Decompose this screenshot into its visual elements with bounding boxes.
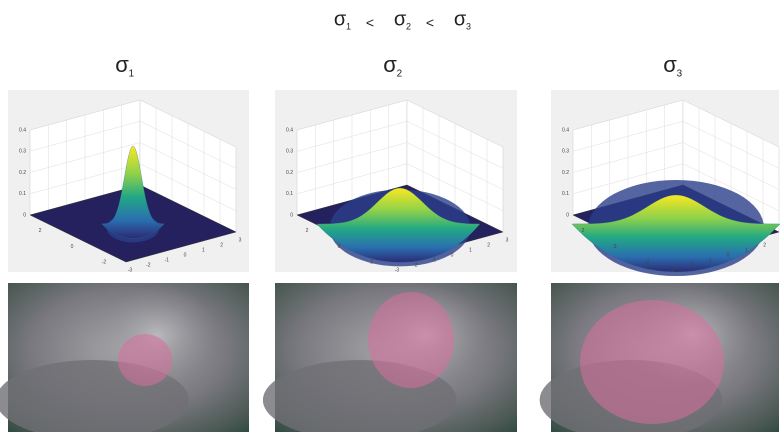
x-tick-label: 0 — [184, 252, 187, 258]
x-tick-label: -2 — [413, 262, 418, 268]
x-tick-label: 1 — [202, 247, 205, 253]
panel-label-symbol: σ — [383, 52, 397, 77]
title-term-subscript: 3 — [466, 21, 471, 31]
x-tick-label: -1 — [707, 257, 712, 263]
y-tick-label: 2 — [39, 228, 42, 234]
z-tick-label: 0.1 — [19, 191, 26, 197]
x-tick-label: -1 — [431, 257, 436, 263]
z-tick-label: 0.2 — [19, 170, 26, 176]
panel-label-subscript: 1 — [129, 68, 135, 79]
x-tick-label: 2 — [763, 242, 766, 248]
z-tick-label: 0.3 — [562, 149, 569, 155]
z-tick-label: 0 — [566, 212, 569, 218]
x-tick-label: 0 — [451, 252, 454, 258]
y-tick-label: 0 — [71, 244, 74, 250]
x-tick-label: 1 — [745, 247, 748, 253]
y-tick-label: 0 — [614, 244, 617, 250]
x-tick-label: -2 — [146, 262, 151, 268]
title-term-subscript: 1 — [346, 21, 351, 31]
gaussian-footprint — [118, 334, 172, 386]
title-relation: < — [426, 15, 434, 31]
y-tick-label: 0 — [338, 244, 341, 250]
z-tick-label: 0.4 — [19, 127, 26, 133]
z-tick-label: 0.3 — [19, 149, 26, 155]
title-term-subscript: 2 — [406, 21, 411, 31]
surface-plot: 0 0.1 0.2 0.3 0.4 -3 -2 -1 0 1 2 3 2 0 -2 — [275, 90, 517, 273]
gaussian-surface — [571, 194, 781, 273]
y-tick-label: -2 — [645, 259, 650, 265]
x-tick-label: -1 — [164, 257, 169, 263]
z-tick-label: 0.4 — [286, 127, 293, 133]
title-relation: < — [366, 15, 374, 31]
y-tick-label: 2 — [306, 228, 309, 234]
title-term-symbol: σ — [394, 8, 407, 30]
z-tick-label: 0.1 — [286, 191, 293, 197]
x-tick-label: 2 — [220, 242, 223, 248]
z-tick-label: 0.1 — [562, 191, 569, 197]
z-tick-label: 0.3 — [286, 149, 293, 155]
x-tick-label: 3 — [239, 237, 242, 243]
z-tick-label: 0.2 — [562, 170, 569, 176]
title-term-symbol: σ — [334, 8, 347, 30]
x-tick-label: 2 — [487, 242, 490, 248]
y-tick-label: -2 — [102, 259, 107, 265]
panel-label-subscript: 2 — [397, 68, 403, 79]
x-tick-label: 1 — [469, 247, 472, 253]
y-tick-label: 2 — [582, 228, 585, 234]
title-term-symbol: σ — [454, 8, 467, 30]
z-tick-label: 0.2 — [286, 170, 293, 176]
gaussian-footprint — [368, 292, 454, 388]
gaussian-surface — [101, 145, 165, 239]
y-tick-label: -2 — [369, 259, 374, 265]
z-tick-label: 0 — [23, 212, 26, 218]
x-tick-label: 0 — [727, 252, 730, 258]
cat-photo — [539, 283, 779, 432]
panel-label-symbol: σ — [663, 52, 677, 77]
z-tick-label: 0.4 — [562, 127, 569, 133]
x-tick-label: -3 — [128, 267, 133, 273]
x-tick-label: -2 — [689, 262, 694, 268]
cat-photo — [262, 283, 517, 432]
surface-plot: 0 0.1 0.2 0.3 0.4 -3 -2 -1 0 1 2 3 2 0 -2 — [8, 90, 249, 273]
x-tick-label: -3 — [671, 267, 676, 273]
cat-photo — [0, 283, 249, 432]
gaussian-footprint — [580, 300, 724, 424]
x-tick-label: 3 — [506, 237, 509, 243]
panel-label-subscript: 3 — [677, 68, 683, 79]
x-tick-label: -3 — [395, 267, 400, 273]
panel-label-symbol: σ — [115, 52, 129, 77]
z-tick-label: 0 — [290, 212, 293, 218]
gaussian-surface — [316, 187, 481, 263]
